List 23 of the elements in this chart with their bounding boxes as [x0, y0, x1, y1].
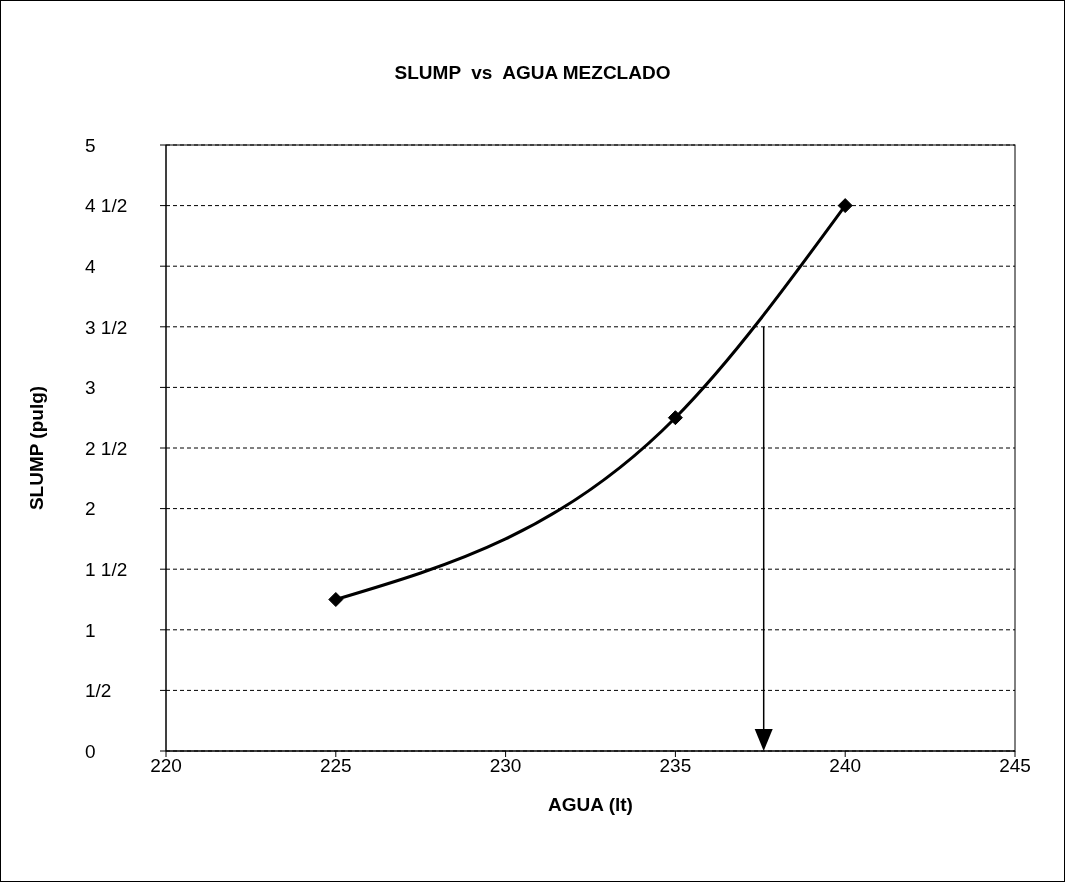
y-tick-label: 1 1/2: [85, 558, 128, 580]
y-axis-title: SLUMP (pulg): [25, 385, 47, 511]
point: [667, 410, 683, 426]
y-tick-label: 3: [85, 377, 96, 399]
x-tick-label: 235: [659, 755, 692, 777]
chart-title: SLUMP vs AGUA MEZCLADO: [393, 62, 672, 84]
x-tick-label: 225: [319, 755, 352, 777]
y-tick-label: 1: [85, 619, 96, 641]
y-tick-label: 1/2: [85, 680, 112, 702]
y-tick-label: 4 1/2: [85, 195, 128, 217]
point: [328, 592, 344, 607]
y-tick-label: 2: [85, 498, 96, 520]
x-axis-title: AGUA (lt): [548, 794, 633, 815]
x-tick-label: 230: [489, 755, 522, 777]
y-tick-label: 3 1/2: [85, 316, 128, 338]
y-tick-label: 4: [85, 255, 96, 277]
point: [837, 198, 853, 214]
y-tick-label: 0: [85, 740, 96, 762]
y-tick-label: 5: [85, 134, 96, 156]
y-tick-label: 2 1/2: [85, 437, 128, 459]
x-tick-label: 240: [829, 755, 862, 777]
x-tick-label: 245: [999, 755, 1031, 777]
x-tick-label: 220: [150, 755, 182, 777]
